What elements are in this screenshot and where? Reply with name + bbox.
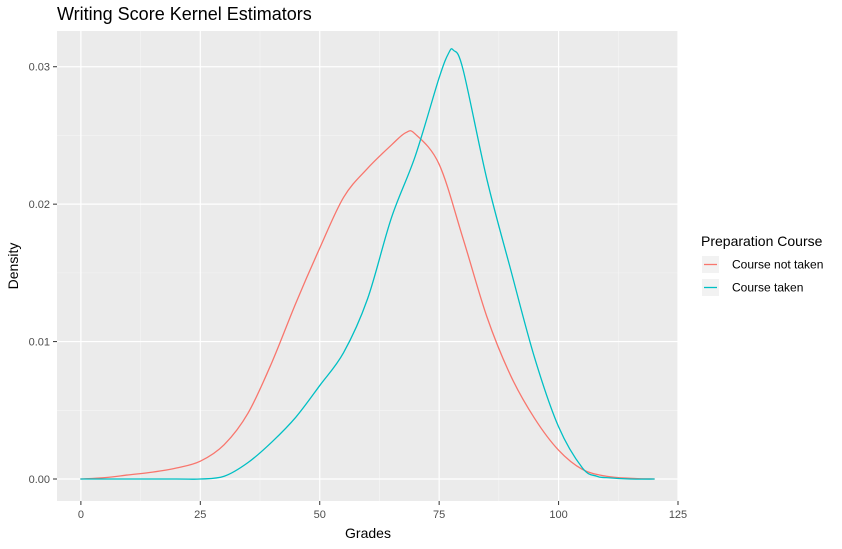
major-gridlines (57, 31, 679, 501)
series-line-course-taken (80, 48, 655, 480)
y-tick-label: 0.03 (29, 62, 50, 74)
legend-label-course-not-taken: Course not taken (732, 258, 823, 272)
x-axis-ticks: 0 25 50 75 100 125 (78, 501, 687, 521)
x-tick-label: 125 (669, 509, 687, 521)
series-lines (80, 48, 655, 480)
legend-items: Course not taken Course taken (702, 256, 823, 296)
minor-gridlines (57, 31, 678, 501)
series-line-course-not-taken (80, 130, 655, 480)
y-axis-title: Density (5, 243, 21, 290)
x-tick-label: 100 (549, 509, 567, 521)
y-axis-ticks: 0.00 0.01 0.02 0.03 (29, 62, 57, 486)
x-tick-label: 75 (433, 509, 445, 521)
x-tick-label: 50 (314, 509, 326, 521)
plot-panel (57, 31, 678, 501)
legend-title: Preparation Course (701, 233, 823, 249)
x-tick-label: 25 (194, 509, 206, 521)
legend-label-course-taken: Course taken (732, 281, 803, 295)
chart-title: Writing Score Kernel Estimators (57, 4, 312, 24)
x-axis-title: Grades (345, 525, 391, 541)
x-tick-label: 0 (78, 509, 84, 521)
y-tick-label: 0.02 (29, 199, 50, 211)
legend: Preparation Course Course not takenCours… (701, 233, 823, 296)
y-tick-label: 0.00 (29, 474, 50, 486)
y-tick-label: 0.01 (29, 337, 50, 349)
